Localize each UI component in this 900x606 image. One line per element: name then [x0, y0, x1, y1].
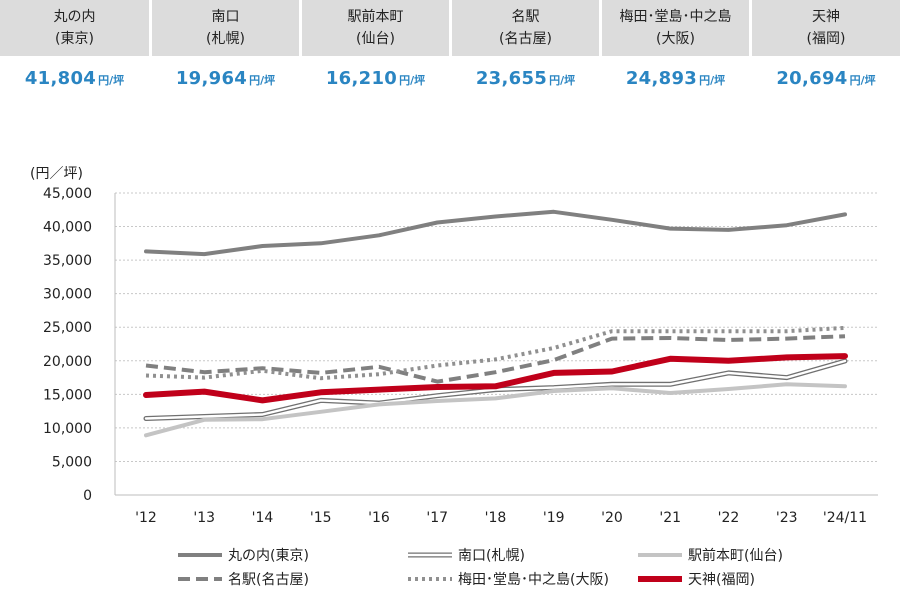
- x-tick-label: '20: [601, 510, 623, 526]
- card-value: 16,210 円/坪: [302, 56, 449, 102]
- card-rent: 20,694: [776, 68, 848, 89]
- card-value: 23,655 円/坪: [452, 56, 599, 102]
- card-fukuoka: 天神 (福岡) 20,694 円/坪: [752, 0, 900, 102]
- card-osaka: 梅田･堂島･中之島 (大阪) 24,893 円/坪: [602, 0, 749, 102]
- series-path: [145, 325, 846, 381]
- card-region: (東京): [55, 31, 94, 47]
- x-tick-label: '14: [252, 510, 274, 526]
- card-unit: 円/坪: [249, 74, 276, 87]
- rent-line-chart: (円／坪) 0 5,000 10,000 15,000 20,000 25,000 30,0…: [30, 166, 878, 588]
- legend-item: 丸の内(東京): [178, 548, 309, 564]
- legend-label: 名駅(名古屋): [228, 572, 309, 588]
- card-unit: 円/坪: [849, 74, 876, 87]
- card-header: 名駅 (名古屋): [452, 0, 599, 56]
- series-line: [143, 353, 848, 404]
- card-header: 梅田･堂島･中之島 (大阪): [602, 0, 749, 56]
- y-axis-label: (円／坪): [30, 166, 83, 182]
- card-header: 南口 (札幌): [152, 0, 299, 56]
- card-rent: 19,964: [175, 68, 248, 89]
- legend-item: 名駅(名古屋): [178, 572, 309, 588]
- card-city: 梅田･堂島･中之島: [619, 9, 732, 25]
- card-region: (大阪): [656, 31, 695, 47]
- card-city: 南口: [211, 9, 240, 25]
- y-tick-label: 20,000: [43, 354, 92, 370]
- card-unit: 円/坪: [98, 74, 125, 87]
- card-value: 19,964 円/坪: [152, 56, 299, 102]
- x-tick-label: '19: [543, 510, 565, 526]
- legend-item: 駅前本町(仙台): [638, 547, 783, 564]
- y-tick-label: 5,000: [52, 454, 92, 470]
- y-tick-label: 15,000: [43, 387, 92, 403]
- card-value: 41,804 円/坪: [0, 56, 149, 102]
- card-value: 24,893 円/坪: [602, 56, 749, 102]
- card-header: 天神 (福岡): [752, 0, 900, 56]
- card-region: (名古屋): [499, 31, 552, 47]
- x-tick-label: '17: [426, 510, 448, 526]
- y-tick-label: 45,000: [43, 186, 92, 202]
- x-tick-label: '13: [193, 510, 215, 526]
- series-line: [143, 358, 848, 421]
- series-path: [143, 353, 848, 404]
- card-rent: 23,655: [475, 68, 548, 89]
- legend-label: 南口(札幌): [458, 548, 525, 564]
- series-path: [144, 209, 847, 257]
- x-tick-label: '21: [659, 510, 681, 526]
- y-tick-label: 30,000: [43, 287, 92, 303]
- card-sendai: 駅前本町 (仙台) 16,210 円/坪: [302, 0, 449, 102]
- x-tick-label: '22: [718, 510, 740, 526]
- card-nagoya: 名駅 (名古屋) 23,655 円/坪: [452, 0, 599, 102]
- y-tick-label: 40,000: [43, 220, 92, 236]
- legend-label: 丸の内(東京): [228, 548, 309, 564]
- series-lines: [143, 209, 848, 438]
- card-unit: 円/坪: [399, 74, 426, 87]
- card-region: (札幌): [206, 31, 245, 47]
- y-tick-label: 35,000: [43, 253, 92, 269]
- card-value: 20,694 円/坪: [752, 56, 900, 102]
- card-unit: 円/坪: [549, 74, 576, 87]
- series-path: [144, 382, 847, 438]
- card-city: 天神: [812, 9, 840, 25]
- y-tick-label: 10,000: [43, 421, 92, 437]
- card-header: 駅前本町 (仙台): [302, 0, 449, 56]
- legend: 丸の内(東京) 南口(札幌) 駅前本町(仙台) 名駅(名古屋) 梅田･堂島･中之島(大阪…: [178, 547, 783, 588]
- card-rent: 16,210: [325, 68, 398, 89]
- y-axis-ticks: 0 5,000 10,000 15,000 20,000 25,000 30,000 35,0…: [43, 186, 92, 504]
- card-rent: 41,804: [24, 68, 97, 89]
- y-tick-label: 25,000: [43, 320, 92, 336]
- x-tick-label: '23: [776, 510, 798, 526]
- gridlines: [114, 192, 878, 496]
- card-sapporo: 南口 (札幌) 19,964 円/坪: [152, 0, 299, 102]
- card-city: 駅前本町: [347, 9, 404, 25]
- x-tick-label: '18: [485, 510, 507, 526]
- summary-cards: 丸の内 (東京) 41,804 円/坪 南口 (札幌) 19,964 円/坪 駅前本…: [0, 0, 900, 102]
- card-city: 丸の内: [53, 9, 96, 25]
- x-tick-label: '15: [310, 510, 332, 526]
- card-region: (福岡): [806, 31, 846, 47]
- x-axis-ticks: '12 '13 '14 '15 '16 '17 '18 '19 '20 '21 '22 '23 '24/…: [135, 510, 867, 526]
- legend-label: 天神(福岡): [688, 572, 755, 588]
- legend-item: 梅田･堂島･中之島(大阪): [408, 572, 609, 588]
- card-rent: 24,893: [625, 68, 698, 89]
- x-tick-label: '24/11: [823, 510, 867, 526]
- card-marunouchi: 丸の内 (東京) 41,804 円/坪: [0, 0, 149, 102]
- card-unit: 円/坪: [699, 74, 726, 87]
- legend-item: 天神(福岡): [638, 572, 755, 588]
- legend-label: 駅前本町(仙台): [688, 547, 783, 564]
- card-city: 名駅: [511, 9, 540, 25]
- card-header: 丸の内 (東京): [0, 0, 149, 56]
- legend-item: 南口(札幌): [408, 548, 525, 564]
- series-line: [145, 325, 846, 381]
- series-path: [144, 359, 847, 420]
- x-tick-label: '16: [368, 510, 390, 526]
- card-region: (仙台): [356, 31, 395, 47]
- series-path: [145, 334, 846, 384]
- y-tick-label: 0: [83, 488, 92, 504]
- legend-label: 梅田･堂島･中之島(大阪): [458, 572, 609, 588]
- x-tick-label: '12: [135, 510, 157, 526]
- series-line: [144, 209, 847, 257]
- series-line: [145, 334, 846, 384]
- series-line: [144, 382, 847, 438]
